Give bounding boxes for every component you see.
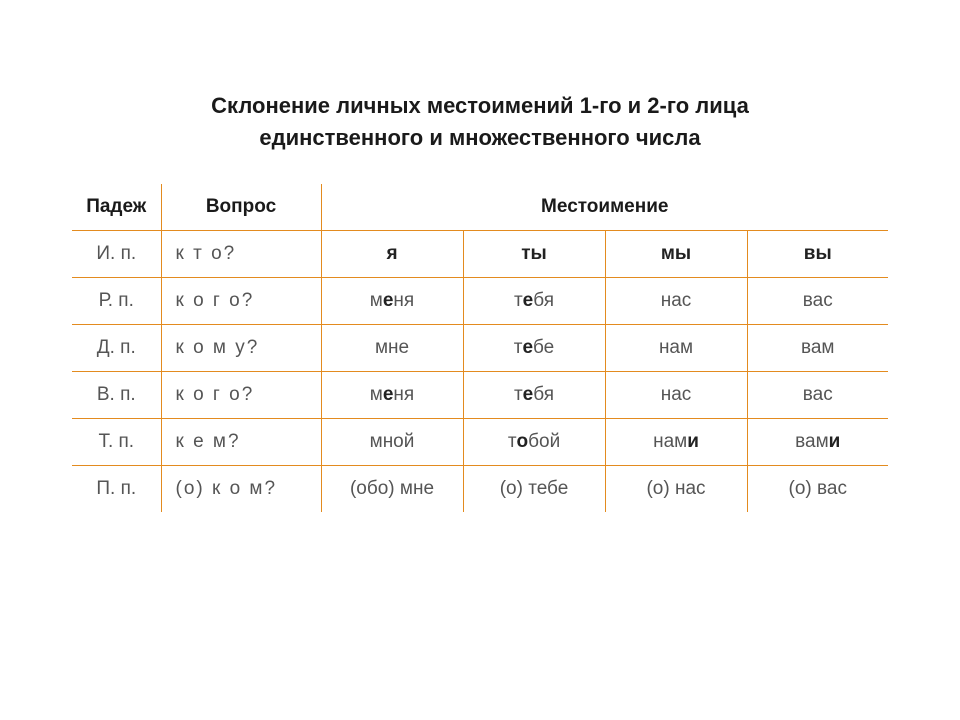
pronoun-emphasis: е [383, 384, 394, 405]
pronoun-prefix: вам [795, 431, 829, 452]
pronoun-cell: нас [605, 277, 747, 324]
question-cell: к е м? [161, 418, 321, 465]
pronoun-prefix: м [370, 384, 383, 405]
pronoun-cell: тобой [463, 418, 605, 465]
table-row: Д. п.к о м у?мнетебенамвам [71, 324, 889, 371]
pronoun-cell: ты [463, 230, 605, 277]
table-row: Р. п.к о г о?менятебянасвас [71, 277, 889, 324]
pronoun-cell: меня [321, 277, 463, 324]
declension-table: Падеж Вопрос Местоимение И. п.к т о?ятым… [70, 182, 890, 514]
table-body: И. п.к т о?ятымывыР. п.к о г о?менятебян… [71, 230, 889, 513]
title-line-2: единственного и множественного числа [259, 125, 700, 150]
pronoun-suffix: ня [393, 290, 414, 311]
pronoun-emphasis: е [523, 290, 534, 311]
pronoun-prefix: т [514, 290, 523, 311]
case-cell: Т. п. [71, 418, 161, 465]
pronoun-cell: мне [321, 324, 463, 371]
question-cell: к о м у? [161, 324, 321, 371]
question-cell: к т о? [161, 230, 321, 277]
pronoun-emphasis: е [522, 337, 533, 358]
pronoun-prefix: т [514, 384, 523, 405]
pronoun-cell: я [321, 230, 463, 277]
pronoun-emphasis: о [517, 431, 529, 452]
pronoun-prefix: нам [653, 431, 687, 452]
pronoun-cell: нас [605, 371, 747, 418]
table-row: В. п.к о г о?менятебянасвас [71, 371, 889, 418]
pronoun-cell: тебя [463, 371, 605, 418]
case-cell: Р. п. [71, 277, 161, 324]
pronoun-suffix: бя [533, 290, 554, 311]
pronoun-cell: мной [321, 418, 463, 465]
pronoun-cell: (обо) мне [321, 465, 463, 513]
pronoun-cell: вас [747, 277, 889, 324]
pronoun-cell: (о) вас [747, 465, 889, 513]
page-title: Склонение личных местоимений 1-го и 2-го… [70, 90, 890, 154]
header-case: Падеж [71, 183, 161, 231]
pronoun-cell: меня [321, 371, 463, 418]
question-cell: (о) к о м? [161, 465, 321, 513]
pronoun-cell: тебя [463, 277, 605, 324]
pronoun-emphasis: и [687, 431, 699, 452]
pronoun-suffix: бе [533, 337, 554, 358]
pronoun-cell: (о) нас [605, 465, 747, 513]
case-cell: И. п. [71, 230, 161, 277]
case-cell: Д. п. [71, 324, 161, 371]
pronoun-emphasis: и [829, 431, 841, 452]
pronoun-emphasis: е [523, 384, 534, 405]
pronoun-suffix: бой [528, 431, 560, 452]
pronoun-cell: мы [605, 230, 747, 277]
pronoun-cell: (о) тебе [463, 465, 605, 513]
pronoun-cell: вами [747, 418, 889, 465]
pronoun-cell: вам [747, 324, 889, 371]
header-pronoun: Местоимение [321, 183, 889, 231]
pronoun-cell: нам [605, 324, 747, 371]
pronoun-emphasis: е [383, 290, 394, 311]
header-row: Падеж Вопрос Местоимение [71, 183, 889, 231]
table-row: И. п.к т о?ятымывы [71, 230, 889, 277]
header-question: Вопрос [161, 183, 321, 231]
pronoun-cell: тебе [463, 324, 605, 371]
case-cell: П. п. [71, 465, 161, 513]
table-row: Т. п.к е м?мнойтобойнамивами [71, 418, 889, 465]
pronoun-suffix: бя [533, 384, 554, 405]
pronoun-cell: вы [747, 230, 889, 277]
pronoun-prefix: т [508, 431, 517, 452]
pronoun-cell: вас [747, 371, 889, 418]
pronoun-suffix: ня [393, 384, 414, 405]
table-row: П. п.(о) к о м?(обо) мне(о) тебе(о) нас(… [71, 465, 889, 513]
title-line-1: Склонение личных местоимений 1-го и 2-го… [211, 93, 749, 118]
question-cell: к о г о? [161, 277, 321, 324]
case-cell: В. п. [71, 371, 161, 418]
pronoun-prefix: м [370, 290, 383, 311]
pronoun-cell: нами [605, 418, 747, 465]
question-cell: к о г о? [161, 371, 321, 418]
